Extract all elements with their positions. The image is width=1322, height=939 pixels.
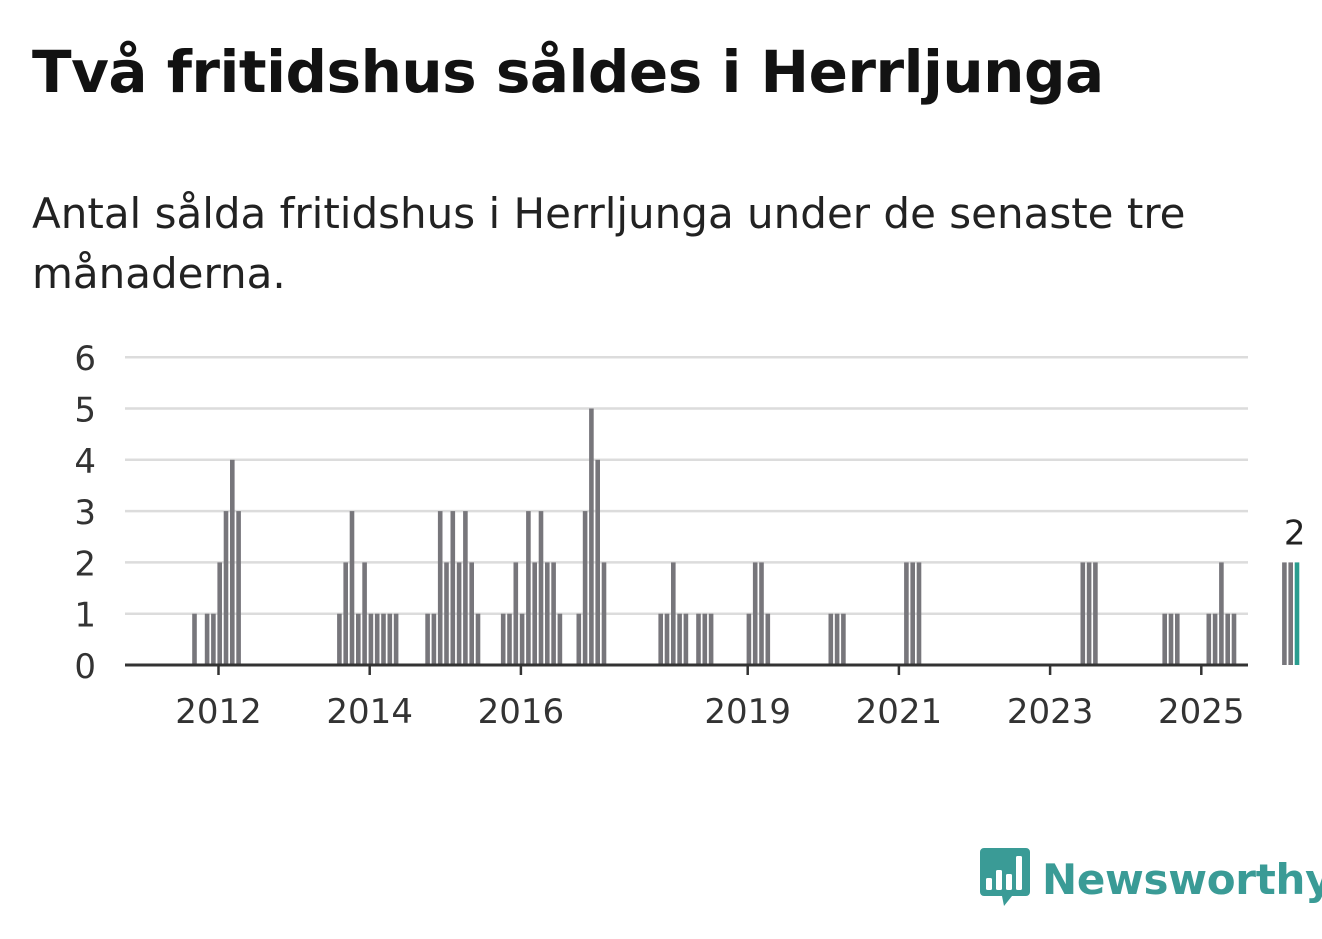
bar	[463, 511, 468, 665]
bar	[916, 562, 922, 665]
bar	[381, 613, 386, 665]
bar	[456, 562, 462, 665]
bar	[658, 613, 663, 665]
bar	[551, 562, 556, 665]
bar	[759, 562, 764, 665]
x-axis-ticks: 2012 2014 2016 2019 2021 2023 2025	[125, 663, 1248, 732]
bar	[230, 459, 235, 665]
bar	[513, 562, 519, 665]
bar	[1175, 613, 1180, 665]
bar	[437, 511, 443, 665]
bar	[450, 511, 456, 665]
bar	[702, 613, 708, 665]
x-tick-label: 2012	[175, 692, 262, 732]
bar	[1212, 613, 1218, 665]
y-tick-label: 3	[74, 493, 96, 533]
bar	[708, 613, 714, 665]
bar	[507, 613, 512, 665]
bar	[374, 613, 380, 665]
x-tick-label: 2016	[478, 692, 565, 732]
bar	[545, 562, 550, 665]
x-tick-label: 2019	[704, 692, 791, 732]
x-tick-label: 2025	[1158, 692, 1245, 732]
brand-name: Newsworthy	[1042, 854, 1322, 904]
bar	[1288, 562, 1293, 665]
bar	[349, 511, 355, 665]
bar-latest	[1294, 562, 1300, 665]
bar	[519, 613, 525, 665]
bar	[538, 511, 544, 665]
bar-chart-speech-bubble-icon	[980, 848, 1030, 906]
y-tick-label: 2	[74, 544, 96, 584]
bar	[204, 613, 210, 665]
x-tick-label: 2014	[326, 692, 413, 732]
bar	[601, 562, 607, 665]
bar	[211, 613, 216, 665]
bar	[469, 562, 474, 665]
bar	[582, 511, 588, 665]
y-tick-label: 6	[74, 339, 96, 379]
bar	[431, 613, 437, 665]
y-tick-label: 4	[74, 442, 96, 482]
bar	[236, 511, 241, 665]
bar	[664, 613, 670, 665]
bar	[752, 562, 758, 665]
chart-title: Två fritidshus såldes i Herrljunga	[32, 38, 1104, 106]
bar	[343, 562, 348, 665]
bar	[677, 613, 682, 665]
bar	[910, 562, 915, 665]
bar	[834, 613, 840, 665]
bar	[765, 613, 771, 665]
bar	[192, 613, 197, 665]
bar	[1086, 562, 1092, 665]
bar	[696, 613, 701, 665]
newsworthy-logo: Newsworthy	[980, 848, 1322, 910]
bar	[1206, 613, 1212, 665]
bar	[475, 613, 481, 665]
bar	[425, 613, 430, 665]
bar	[393, 613, 399, 665]
data-label-latest: 2	[1284, 513, 1306, 553]
bar	[1231, 613, 1237, 665]
bar	[1225, 613, 1230, 665]
bar	[1162, 613, 1167, 665]
bar	[1093, 562, 1098, 665]
bar	[1080, 562, 1086, 665]
bar	[444, 562, 449, 665]
bar	[746, 613, 752, 665]
bar	[356, 613, 361, 665]
data-labels: 2	[1284, 513, 1306, 553]
bar	[595, 459, 600, 665]
bar	[500, 613, 506, 665]
bar	[1168, 613, 1174, 665]
bar-chart: 0 1 2 3 4 5 6 2012 2014 2016 2019 2021 2023 2025 2	[74, 339, 1306, 732]
y-tick-label: 0	[74, 647, 96, 687]
bar	[217, 562, 222, 665]
gridlines	[125, 355, 1248, 615]
chart-subtitle: Antal sålda fritidshus i Herrljunga unde…	[32, 189, 1186, 298]
bar	[532, 562, 537, 665]
y-tick-label: 1	[74, 596, 96, 636]
bar	[557, 613, 563, 665]
bar	[904, 562, 909, 665]
bars	[192, 408, 1300, 665]
x-tick-label: 2021	[856, 692, 943, 732]
bar	[576, 613, 582, 665]
y-axis-ticks: 0 1 2 3 4 5 6	[74, 339, 96, 687]
bar	[841, 613, 846, 665]
bar	[526, 511, 531, 665]
bar	[368, 613, 374, 665]
bar	[683, 613, 689, 665]
bar	[828, 613, 834, 665]
bar	[362, 562, 367, 665]
bar	[337, 613, 342, 665]
bar	[223, 511, 229, 665]
bar	[387, 613, 393, 665]
y-tick-label: 5	[74, 391, 96, 431]
bar	[671, 562, 676, 665]
x-tick-label: 2023	[1007, 692, 1094, 732]
bar	[1282, 562, 1287, 665]
bar	[1219, 562, 1224, 665]
bar	[589, 408, 594, 665]
